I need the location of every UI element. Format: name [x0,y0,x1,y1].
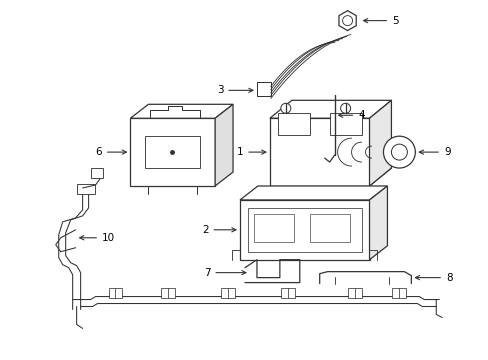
Bar [247,208,361,252]
Bar [145,136,200,168]
Polygon shape [269,100,390,118]
Polygon shape [130,104,233,118]
Polygon shape [215,104,233,186]
Text: 2: 2 [202,225,236,235]
Bar [130,118,215,186]
Circle shape [280,103,290,113]
Circle shape [390,144,407,160]
Bar [309,214,349,242]
Text: 1: 1 [236,147,265,157]
Bar [161,288,175,298]
Polygon shape [240,186,386,200]
Bar [347,288,361,298]
Text: 4: 4 [338,110,364,120]
Text: 8: 8 [414,273,451,283]
Circle shape [342,15,352,26]
Bar [277,113,309,135]
Bar [256,82,270,96]
Bar [108,288,122,298]
Bar [90,168,102,178]
Bar [392,288,406,298]
Bar [329,113,361,135]
Bar [77,184,94,194]
Text: 6: 6 [95,147,126,157]
Bar [280,288,294,298]
Text: 5: 5 [363,15,398,26]
Polygon shape [369,100,390,186]
Text: 7: 7 [203,267,245,278]
Polygon shape [338,11,355,31]
Text: 10: 10 [80,233,115,243]
Text: 3: 3 [216,85,252,95]
Text: 9: 9 [419,147,449,157]
Bar [240,200,369,260]
Bar [269,118,369,186]
Bar [253,214,293,242]
Polygon shape [369,186,386,260]
Circle shape [340,103,350,113]
Circle shape [383,136,414,168]
Bar [221,288,235,298]
